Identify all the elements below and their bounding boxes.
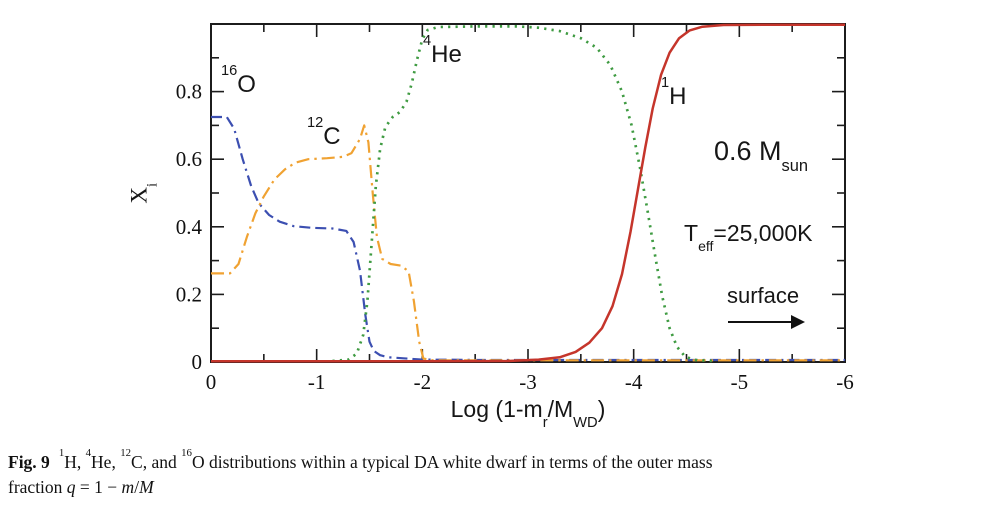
x-axis-title-sub-r: r [542,415,548,431]
series-12C [211,124,845,362]
surface-arrow-line [728,321,792,323]
label-16O-sup: 16 [221,62,238,79]
annotation-surface-text: surface [727,283,800,308]
caption-seg-4: O distributions within a typical DA whit… [191,452,713,472]
y-tick-label: 0 [192,350,203,374]
caption-sup-4: 16 [181,447,192,460]
label-16O: 16O [221,64,256,98]
label-4He: 4He [423,34,462,68]
caption-seg-2: He, [91,452,121,472]
x-tick-label: -3 [519,370,537,394]
figure-caption: Fig. 9 1H, 4He, 12C, and 16O distribution… [8,447,984,500]
y-axis-title-sub: i [144,182,161,188]
caption-seg-1: H, [64,452,86,472]
annotation-teff-sub: eff [698,237,714,254]
label-4He-symbol: He [431,41,462,68]
x-tick-label: -1 [308,370,326,394]
y-tick-label: 0.2 [176,282,202,306]
caption-figure-number: Fig. 9 [8,452,50,472]
annotation-surface: surface [727,285,799,307]
x-tick-label: -5 [731,370,749,394]
chart-canvas: 0 -1 -2 -3 -4 -5 -6 0 0.2 0.4 0.6 0.8 [176,23,854,394]
series-4He [332,25,713,363]
caption-seg-3: C, and [131,452,182,472]
y-axis-title: Xi [126,169,161,217]
plot-frame [210,23,846,363]
y-tick-label: 0.8 [176,80,202,104]
caption-line2-text: fraction [8,476,67,497]
x-axis-title-text: Log (1-m [450,396,543,422]
caption-line-1: Fig. 9 1H, 4He, 12C, and 16O distribution… [8,447,984,475]
x-tick-label: -6 [836,370,854,394]
x-tick-label: -4 [625,370,643,394]
x-axis-title: Log (1-mr/MWD) [348,396,708,431]
label-12C: 12C [307,116,341,150]
annotation-teff-value: =25,000K [713,220,813,246]
label-12C-sup: 12 [307,114,324,131]
caption-var-q: q [66,476,76,497]
x-tick-label: -2 [414,370,432,394]
caption-sup-1: 1 [58,447,65,460]
label-1H-symbol: H [669,83,687,110]
caption-equals: = 1 − [75,476,122,497]
y-tick-label: 0.6 [176,147,202,171]
annotation-teff-text: T [684,220,699,246]
label-1H-sup: 1 [661,74,670,91]
label-4He-sup: 4 [423,32,432,49]
caption-line-2: fraction q = 1 − m/M [8,475,984,500]
y-tick-label: 0.4 [176,215,203,239]
annotation-effective-temperature: Teff=25,000K [684,220,813,253]
x-tick-label: 0 [206,370,217,394]
chart-area: 0 -1 -2 -3 -4 -5 -6 0 0.2 0.4 0.6 0.8 Xi Log (1-mr/… [126,23,854,431]
surface-arrow-head-icon [791,315,805,329]
caption-sup-2: 4 [85,447,92,460]
x-axis-title-sub-wd: WD [573,415,598,431]
caption-slash: / [134,476,140,497]
y-axis-title-text: X [126,187,152,204]
x-axis-title-mid: /M [547,396,574,422]
caption-sup-3: 12 [120,447,132,460]
annotation-stellar-mass: 0.6 Msun [714,136,808,175]
caption-var-m: m [121,476,135,497]
x-axis-title-close: ) [597,396,606,422]
caption-var-M: M [139,476,154,497]
annotation-mass-sub: sun [781,157,809,176]
annotation-mass-text: 0.6 M [714,136,782,166]
series-1H [211,23,845,363]
label-16O-symbol: O [237,71,256,98]
label-1H: 1H [661,76,687,110]
label-12C-symbol: C [323,123,341,150]
